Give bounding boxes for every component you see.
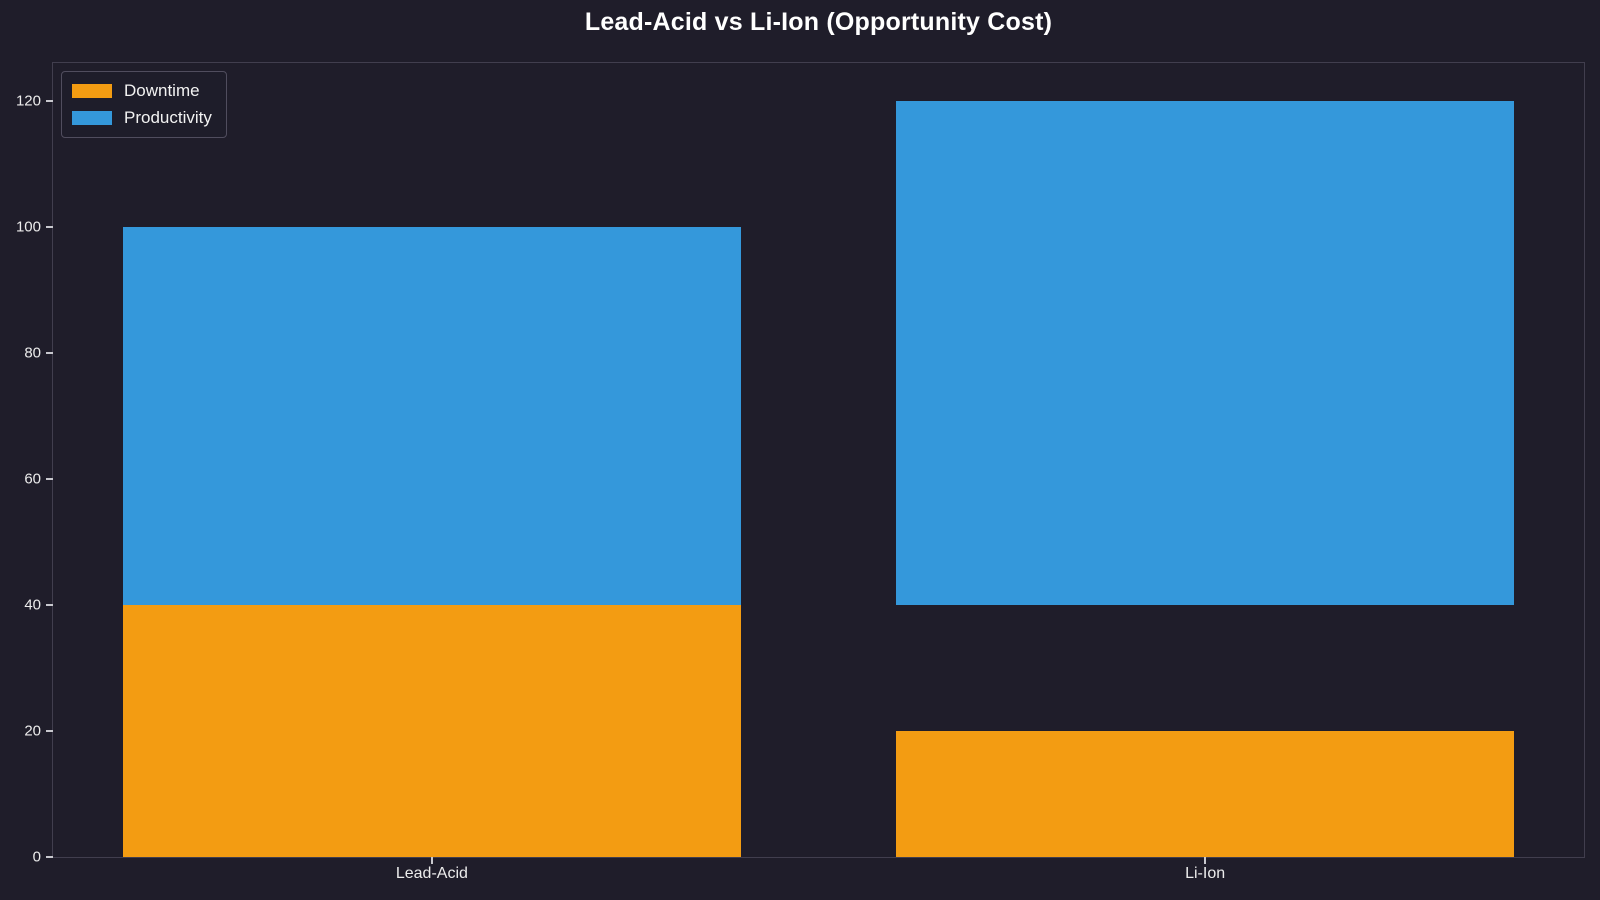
x-tick-mark — [431, 857, 433, 864]
x-tick-label-lead-acid: Lead-Acid — [395, 865, 468, 882]
y-tick-label: 0 — [32, 848, 41, 866]
legend: Downtime Productivity — [61, 71, 227, 138]
y-tick-label: 100 — [15, 218, 41, 236]
legend-item-downtime: Downtime — [72, 81, 212, 101]
y-tick-label: 20 — [24, 722, 41, 740]
x-tick-label-li-ion: Li-Ion — [1185, 865, 1226, 882]
y-tick-label: 40 — [24, 596, 41, 614]
plot-area: Downtime Productivity 0 20 40 60 80 100 120 Lea… — [16, 62, 1585, 882]
y-tick-mark — [46, 604, 53, 606]
bar-downtime-lead-acid — [122, 604, 742, 857]
legend-label-productivity: Productivity — [124, 108, 212, 127]
bar-productivity-li-ion — [895, 100, 1515, 605]
y-tick-label: 120 — [15, 92, 41, 110]
x-tick-mark — [1204, 857, 1206, 864]
bar-downtime-li-ion — [895, 730, 1515, 857]
y-tick-label: 60 — [24, 470, 41, 488]
y-tick-mark — [46, 730, 53, 732]
bar-productivity-lead-acid — [122, 226, 742, 605]
y-tick-label: 80 — [24, 344, 41, 362]
y-tick-mark — [46, 352, 53, 354]
productivity-swatch-icon — [72, 111, 112, 125]
downtime-swatch-icon — [72, 84, 112, 98]
legend-item-productivity: Productivity — [72, 108, 212, 128]
chart-title: Lead-Acid vs Li-Ion (Opportunity Cost) — [584, 8, 1053, 36]
legend-label-downtime: Downtime — [124, 81, 200, 100]
y-tick-mark — [46, 100, 53, 102]
y-tick-mark — [46, 478, 53, 480]
y-tick-mark — [46, 226, 53, 228]
y-tick-mark — [46, 856, 53, 858]
